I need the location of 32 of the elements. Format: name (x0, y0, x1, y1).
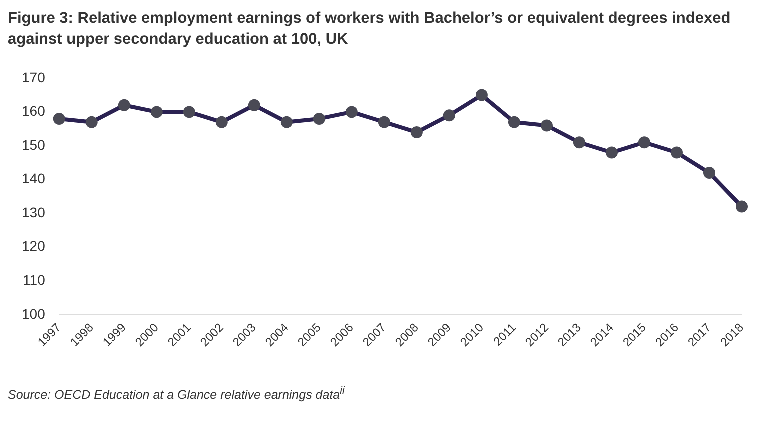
y-tick-label: 100 (22, 306, 46, 322)
y-tick-label: 110 (23, 272, 46, 288)
y-tick-label: 120 (22, 238, 46, 254)
point (118, 99, 130, 112)
y-tick-label: 140 (22, 170, 46, 187)
point (248, 99, 260, 112)
point (410, 126, 423, 138)
y-tick-label: 130 (22, 204, 46, 220)
point (313, 112, 326, 125)
point (606, 146, 618, 159)
point (280, 116, 293, 128)
point (378, 116, 390, 128)
point (736, 200, 748, 213)
chart-title: Figure 3: Relative employment earnings of workers with Bachelor’s or equivalent degrees indexed against upper secondary education at 100, UK (8, 9, 732, 50)
point (638, 136, 650, 149)
point (573, 136, 586, 149)
point (670, 146, 683, 159)
point (703, 167, 716, 180)
point (216, 116, 228, 128)
point (53, 112, 66, 125)
point (183, 106, 196, 118)
point (508, 116, 520, 128)
point (86, 116, 98, 128)
point (540, 120, 553, 132)
y-tick-label: 150 (22, 136, 46, 153)
y-tick-label: 170 (22, 69, 46, 86)
point (346, 106, 358, 118)
y-tick-label: 160 (22, 103, 46, 120)
point (150, 106, 163, 118)
source-note: Source: OECD Education at a Glance relative earnings data$^{ii}$ (8, 386, 346, 402)
point (443, 110, 456, 122)
point (476, 89, 488, 102)
